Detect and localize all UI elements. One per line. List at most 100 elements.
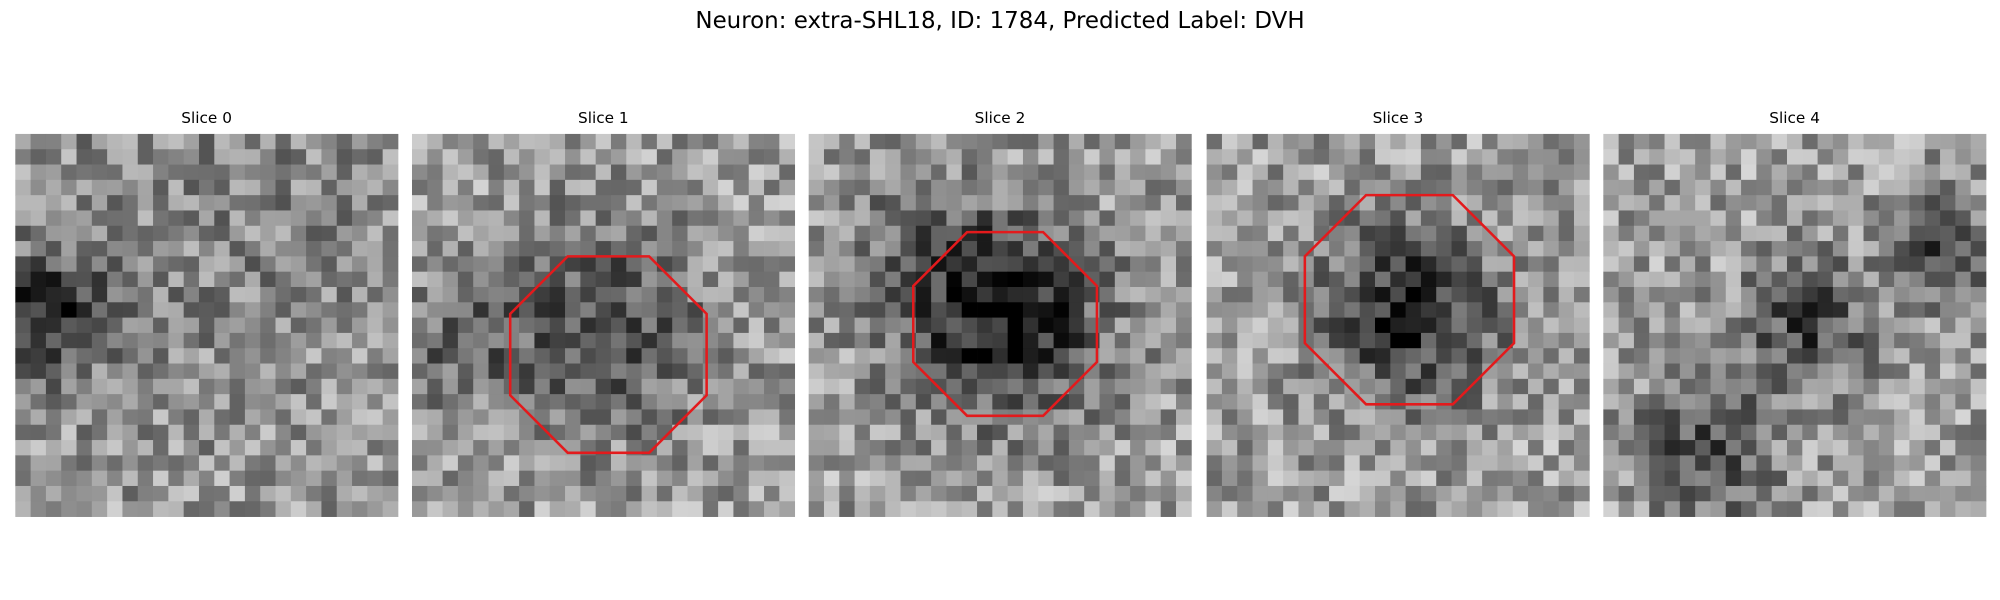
pixel xyxy=(977,179,993,196)
pixel xyxy=(549,133,566,150)
pixel xyxy=(1007,424,1024,441)
pixel xyxy=(1924,286,1941,303)
pixel xyxy=(687,332,704,349)
pixel xyxy=(290,470,307,487)
pixel xyxy=(534,440,551,456)
pixel xyxy=(1832,424,1849,441)
pixel xyxy=(779,440,796,456)
pixel xyxy=(1558,256,1575,273)
pixel xyxy=(610,241,627,257)
pixel xyxy=(1679,256,1696,273)
pixel xyxy=(321,470,338,487)
pixel xyxy=(992,378,1009,395)
pixel xyxy=(260,302,276,318)
pixel xyxy=(1390,470,1406,487)
pixel xyxy=(1466,348,1483,364)
pixel xyxy=(808,317,825,334)
pixel xyxy=(275,164,292,181)
pixel xyxy=(1130,271,1146,288)
pixel xyxy=(1924,149,1941,165)
pixel xyxy=(595,348,612,364)
pixel xyxy=(672,317,688,334)
pixel xyxy=(718,440,734,456)
pixel xyxy=(764,485,780,502)
pixel xyxy=(1633,332,1650,349)
pixel xyxy=(473,256,489,273)
pixel xyxy=(1405,179,1422,196)
pixel xyxy=(1344,363,1361,380)
pixel xyxy=(1252,455,1269,472)
pixel xyxy=(30,256,47,273)
pixel xyxy=(931,164,947,181)
pixel xyxy=(885,409,901,426)
pixel xyxy=(1390,348,1406,364)
pixel xyxy=(61,302,77,318)
pixel xyxy=(1955,455,1972,472)
pixel xyxy=(1114,133,1131,150)
pixel xyxy=(656,195,673,211)
pixel xyxy=(992,317,1009,334)
pixel xyxy=(1940,133,1956,150)
pixel xyxy=(290,133,307,150)
pixel xyxy=(1649,363,1665,380)
pixel xyxy=(519,164,535,181)
pixel xyxy=(839,332,855,349)
pixel xyxy=(137,440,154,456)
pixel xyxy=(1451,363,1468,380)
pixel xyxy=(1053,302,1070,318)
pixel xyxy=(1451,470,1468,487)
pixel xyxy=(15,286,31,303)
pixel xyxy=(1237,378,1253,395)
pixel xyxy=(1206,363,1223,380)
pixel xyxy=(1390,317,1406,334)
pixel xyxy=(900,440,917,456)
pixel xyxy=(1710,271,1727,288)
pixel xyxy=(1664,195,1681,211)
pixel xyxy=(1863,149,1880,165)
pixel xyxy=(260,332,276,349)
pixel xyxy=(1359,455,1376,472)
pixel xyxy=(1466,409,1483,426)
pixel xyxy=(839,286,855,303)
pixel xyxy=(1679,317,1696,334)
pixel xyxy=(1878,179,1895,196)
pixel xyxy=(764,470,780,487)
pixel xyxy=(1221,363,1238,380)
pixel xyxy=(1145,225,1162,242)
pixel xyxy=(1756,210,1773,227)
pixel xyxy=(1832,501,1849,517)
pixel xyxy=(1221,286,1238,303)
pixel xyxy=(779,256,796,273)
pixel xyxy=(1848,501,1864,517)
pixel xyxy=(488,241,505,257)
pixel xyxy=(275,225,292,242)
pixel xyxy=(442,179,459,196)
pixel xyxy=(1329,470,1345,487)
pixel xyxy=(1710,225,1727,242)
pixel xyxy=(977,485,993,502)
pixel xyxy=(915,149,932,165)
pixel xyxy=(1618,133,1635,150)
pixel xyxy=(1267,440,1284,456)
pixel xyxy=(641,455,658,472)
pixel xyxy=(168,286,185,303)
pixel xyxy=(1741,179,1757,196)
pixel xyxy=(1160,271,1177,288)
pixel xyxy=(411,455,428,472)
pixel xyxy=(198,317,215,334)
pixel xyxy=(427,470,443,487)
pixel xyxy=(1573,164,1590,181)
pixel xyxy=(1451,179,1468,196)
pixel xyxy=(229,485,246,502)
pixel xyxy=(153,133,169,150)
pixel xyxy=(1543,241,1560,257)
pixel xyxy=(122,195,139,211)
pixel xyxy=(306,440,322,456)
pixel xyxy=(1528,409,1544,426)
pixel xyxy=(1573,348,1590,364)
pixel xyxy=(656,455,673,472)
pixel xyxy=(915,394,932,410)
pixel xyxy=(1053,394,1070,410)
pixel xyxy=(702,470,719,487)
pixel xyxy=(1970,424,1987,441)
